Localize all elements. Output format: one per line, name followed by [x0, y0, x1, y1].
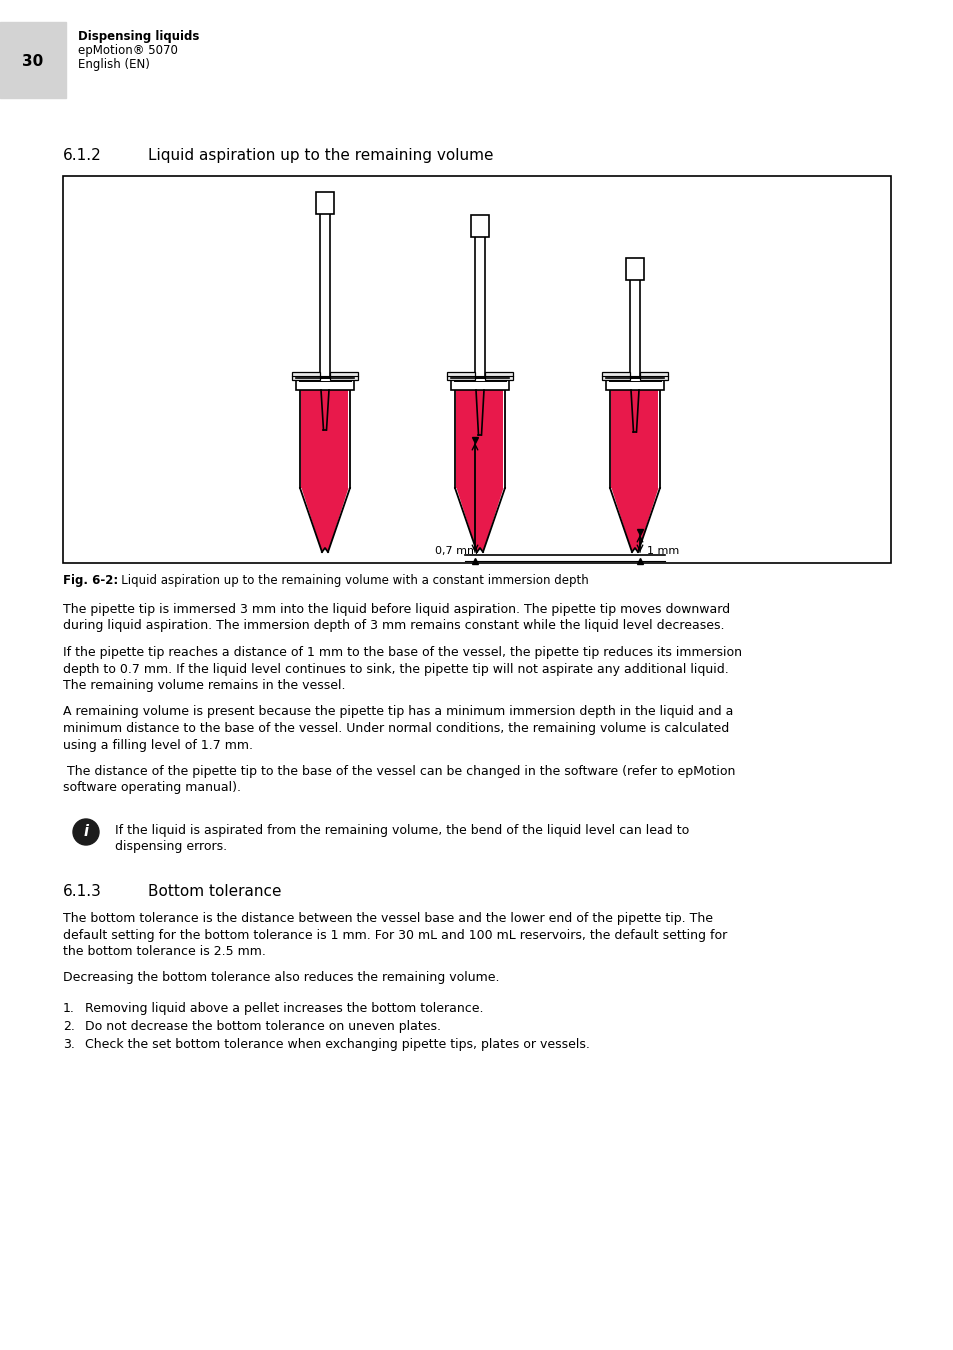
Polygon shape	[301, 390, 348, 487]
Text: the bottom tolerance is 2.5 mm.: the bottom tolerance is 2.5 mm.	[63, 945, 266, 958]
Text: 1 mm: 1 mm	[646, 545, 679, 556]
Text: using a filling level of 1.7 mm.: using a filling level of 1.7 mm.	[63, 738, 253, 752]
Polygon shape	[611, 390, 658, 487]
Bar	[484, 373, 513, 379]
Text: 0,7 mm: 0,7 mm	[435, 545, 477, 556]
Text: If the pipette tip reaches a distance of 1 mm to the base of the vessel, the pip: If the pipette tip reaches a distance of…	[63, 647, 741, 659]
Text: Decreasing the bottom tolerance also reduces the remaining volume.: Decreasing the bottom tolerance also red…	[63, 972, 499, 984]
Bar	[451, 378, 509, 390]
Circle shape	[73, 819, 99, 845]
Text: A remaining volume is present because the pipette tip has a minimum immersion de: A remaining volume is present because th…	[63, 706, 733, 718]
Bar	[0, 22, 66, 99]
Text: Bottom tolerance: Bottom tolerance	[148, 884, 281, 899]
Bar	[330, 373, 357, 379]
Text: epMotion® 5070: epMotion® 5070	[78, 45, 177, 57]
Text: Check the set bottom tolerance when exchanging pipette tips, plates or vessels.: Check the set bottom tolerance when exch…	[85, 1038, 589, 1052]
Text: 6.1.2: 6.1.2	[63, 148, 102, 163]
Text: Do not decrease the bottom tolerance on uneven plates.: Do not decrease the bottom tolerance on …	[85, 1021, 440, 1033]
Text: 6.1.3: 6.1.3	[63, 884, 102, 899]
Text: Liquid aspiration up to the remaining volume with a constant immersion depth: Liquid aspiration up to the remaining vo…	[110, 574, 588, 587]
Text: 1.: 1.	[63, 1002, 74, 1015]
Bar	[639, 373, 667, 379]
Text: The pipette tip is immersed 3 mm into the liquid before liquid aspiration. The p: The pipette tip is immersed 3 mm into th…	[63, 603, 729, 616]
Bar	[295, 378, 354, 390]
Text: default setting for the bottom tolerance is 1 mm. For 30 mL and 100 mL reservoir: default setting for the bottom tolerance…	[63, 929, 726, 941]
Bar	[471, 215, 489, 238]
Text: depth to 0.7 mm. If the liquid level continues to sink, the pipette tip will not: depth to 0.7 mm. If the liquid level con…	[63, 663, 728, 675]
Text: 2.: 2.	[63, 1021, 74, 1033]
Bar	[601, 373, 629, 379]
Text: software operating manual).: software operating manual).	[63, 782, 241, 795]
Text: dispensing errors.: dispensing errors.	[115, 840, 227, 853]
Bar	[63, 176, 890, 563]
Polygon shape	[456, 390, 503, 487]
Polygon shape	[456, 487, 503, 552]
Bar	[315, 192, 334, 215]
Text: English (EN): English (EN)	[78, 58, 150, 72]
Polygon shape	[301, 487, 348, 552]
Text: The distance of the pipette tip to the base of the vessel can be changed in the : The distance of the pipette tip to the b…	[63, 765, 735, 778]
Text: Fig. 6-2:: Fig. 6-2:	[63, 574, 118, 587]
Text: during liquid aspiration. The immersion depth of 3 mm remains constant while the: during liquid aspiration. The immersion …	[63, 620, 723, 633]
Text: The remaining volume remains in the vessel.: The remaining volume remains in the vess…	[63, 679, 345, 693]
Text: i: i	[84, 825, 89, 840]
Text: Removing liquid above a pellet increases the bottom tolerance.: Removing liquid above a pellet increases…	[85, 1002, 483, 1015]
Text: Dispensing liquids: Dispensing liquids	[78, 30, 199, 43]
Text: 30: 30	[22, 54, 44, 69]
Polygon shape	[611, 487, 658, 552]
Text: If the liquid is aspirated from the remaining volume, the bend of the liquid lev: If the liquid is aspirated from the rema…	[115, 824, 688, 837]
Bar	[292, 373, 319, 379]
Bar	[447, 373, 475, 379]
Text: 3.: 3.	[63, 1038, 74, 1052]
Bar	[605, 378, 663, 390]
Text: minimum distance to the base of the vessel. Under normal conditions, the remaini: minimum distance to the base of the vess…	[63, 722, 728, 734]
Bar	[625, 258, 643, 279]
Text: Liquid aspiration up to the remaining volume: Liquid aspiration up to the remaining vo…	[148, 148, 493, 163]
Text: The bottom tolerance is the distance between the vessel base and the lower end o: The bottom tolerance is the distance bet…	[63, 913, 712, 925]
